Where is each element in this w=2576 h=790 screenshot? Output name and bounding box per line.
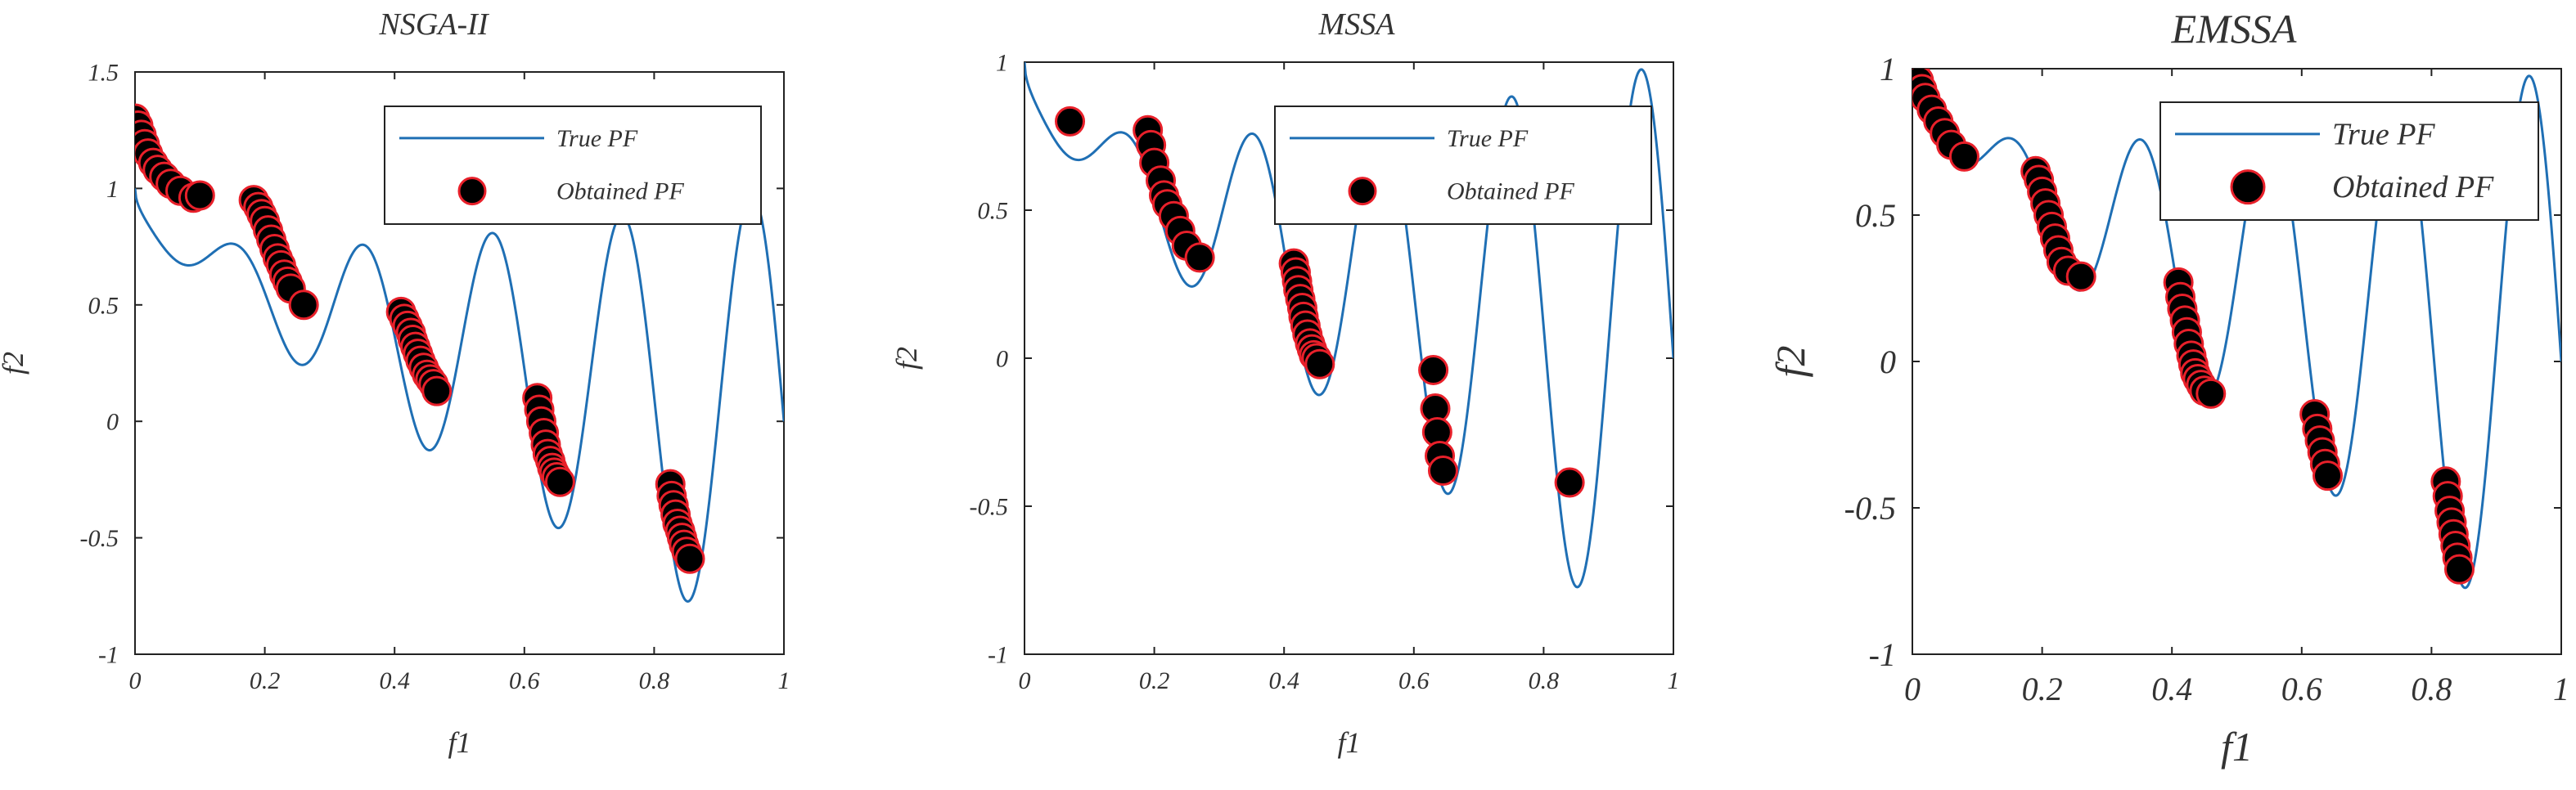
obtained-pf-point [2065, 261, 2096, 292]
obtained-pf-point [421, 375, 453, 406]
legend-label-true-pf: True PF [2332, 117, 2435, 151]
legend-box [384, 105, 762, 225]
legend-label-obtained-pf: Obtained PF [1447, 178, 1574, 205]
x-tick-label: 0.8 [639, 667, 670, 694]
chart-panel-1: 0 0.2 0.4 0.6 0.8 1 -1 -0.5 0 0.5 1 1.5 NSGA-II f1 f2 T… [0, 7, 790, 759]
y-tick-label: 0 [106, 409, 119, 436]
obtained-pf-point [1304, 348, 1335, 379]
plot-area [135, 103, 784, 603]
x-axis-label: f1 [1337, 726, 1360, 759]
plot-area [1025, 62, 1673, 589]
obtained-pf-point [184, 180, 215, 211]
legend-box [1274, 105, 1652, 225]
true-pf-line [1025, 62, 1673, 589]
obtained-pf-point [2443, 554, 2475, 585]
chart-title: EMSSA [2171, 6, 2297, 52]
x-tick-label: 0.2 [250, 667, 281, 694]
x-tick-label: 1 [1668, 667, 1680, 694]
obtained-pf-point [1055, 105, 1086, 137]
y-tick-label: -0.5 [80, 525, 119, 552]
x-tick-label: 0 [129, 667, 142, 694]
legend-marker-swatch [2230, 169, 2266, 205]
legend-label-true-pf: True PF [556, 125, 638, 152]
axes-box [134, 71, 785, 655]
obtained-pf-point [1427, 456, 1458, 487]
y-tick-label: -1 [98, 642, 119, 669]
legend: True PF Obtained PF [384, 105, 762, 225]
obtained-pf-point [1948, 141, 1979, 172]
x-tick-label: 0.6 [509, 667, 540, 694]
legend-label-true-pf: True PF [1447, 125, 1529, 152]
obtained-pf-point [288, 290, 319, 321]
legend-label-obtained-pf: Obtained PF [556, 178, 684, 205]
x-tick-label: 0.2 [1139, 667, 1170, 694]
obtained-pf-point [2313, 460, 2344, 492]
chart-title: MSSA [1318, 7, 1396, 42]
y-tick-label: 1 [1880, 51, 1896, 88]
y-tick-label: -0.5 [970, 494, 1009, 521]
x-tick-label: 0.8 [2411, 671, 2452, 707]
y-tick-label: 0.5 [978, 198, 1009, 225]
legend-box [2159, 101, 2539, 221]
obtained-pf-point [544, 466, 575, 497]
x-axis-label: f1 [2221, 724, 2253, 770]
legend-marker-swatch [457, 177, 487, 206]
obtained-pf-point [1554, 467, 1585, 498]
y-tick-label: -0.5 [1844, 490, 1896, 527]
legend-label-obtained-pf: Obtained PF [2332, 170, 2494, 204]
true-pf-line [135, 188, 784, 603]
plot-area [1912, 69, 2561, 590]
x-tick-label: 0.4 [1268, 667, 1299, 694]
x-tick-label: 0 [1019, 667, 1031, 694]
x-tick-label: 0.4 [2151, 671, 2192, 707]
y-tick-label: 1.5 [88, 60, 119, 87]
x-tick-label: 0.4 [379, 667, 410, 694]
chart-panel-3: 0 0.2 0.4 0.6 0.8 1 -1 -0.5 0 0.5 1 EMSSA f1 f2 True P… [1768, 6, 2569, 770]
legend: True PF Obtained PF [1274, 105, 1652, 225]
y-tick-label: 0 [996, 346, 1008, 373]
obtained-pf-point [1184, 242, 1215, 273]
x-tick-label: 1 [778, 667, 790, 694]
y-tick-label: 0 [1880, 343, 1896, 380]
x-tick-label: 0.6 [2281, 671, 2322, 707]
y-axis-label: f2 [890, 347, 923, 370]
y-tick-label: -1 [1869, 636, 1896, 673]
legend: True PF Obtained PF [2159, 101, 2539, 221]
y-axis-label: f2 [1768, 346, 1813, 378]
chart-title: NSGA-II [379, 7, 490, 42]
x-tick-label: 0.6 [1398, 667, 1430, 694]
x-tick-label: 0.2 [2022, 671, 2063, 707]
y-tick-label: 0.5 [88, 292, 119, 319]
y-tick-label: -1 [988, 642, 1008, 669]
x-axis-label: f1 [448, 726, 471, 759]
chart-panel-2: 0 0.2 0.4 0.6 0.8 1 -1 -0.5 0 0.5 1 MSSA f1 f2 True PF… [890, 7, 1680, 759]
y-tick-label: 0.5 [1855, 197, 1896, 234]
y-tick-label: 1 [106, 176, 119, 203]
obtained-pf-point [2195, 378, 2227, 409]
x-tick-label: 0.8 [1529, 667, 1560, 694]
x-tick-label: 1 [2553, 671, 2569, 707]
legend-marker-swatch [1348, 177, 1377, 206]
x-tick-label: 0 [1904, 671, 1921, 707]
obtained-pf-point [1418, 354, 1449, 385]
y-tick-label: 1 [996, 50, 1008, 77]
y-axis-label: f2 [0, 352, 29, 375]
obtained-pf-point [674, 543, 705, 574]
